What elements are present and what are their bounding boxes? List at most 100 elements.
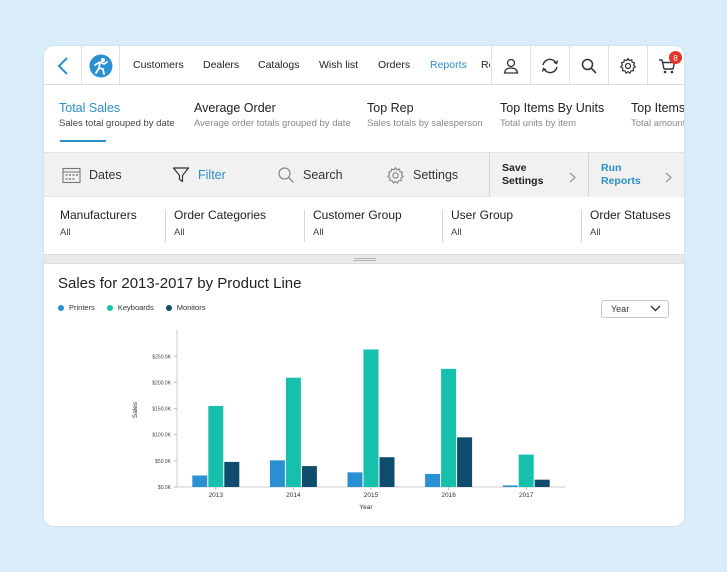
filter-title: Order Statuses xyxy=(590,208,671,222)
report-tab-subtitle: Total units by item xyxy=(500,118,577,129)
filter-title: Customer Group xyxy=(313,208,402,222)
filter-value: All xyxy=(60,227,71,238)
bar-monitors-2017 xyxy=(534,479,550,487)
settings-label: Settings xyxy=(413,168,459,182)
cart-button[interactable]: 8 xyxy=(647,46,684,85)
legend-item-keyboards[interactable]: Keyboards xyxy=(106,303,154,312)
legend-label: Keyboards xyxy=(117,303,154,312)
filter-order-statuses[interactable]: Order Statuses All xyxy=(581,208,671,242)
nav-link-customers[interactable]: Customers xyxy=(133,59,184,71)
report-tab-total-sales[interactable]: Total Sales Sales total grouped by date xyxy=(59,101,175,129)
report-tab-top-items-by-units[interactable]: Top Items By Units Total units by item xyxy=(500,101,604,129)
nav-links: Customers Dealers Catalogs Wish list Ord… xyxy=(120,46,490,85)
report-tab-subtitle: Total amount xyxy=(631,118,684,129)
y-tick-label: $200.0K xyxy=(152,380,171,386)
app-window: Customers Dealers Catalogs Wish list Ord… xyxy=(44,46,684,526)
legend-swatch xyxy=(58,304,64,311)
report-tab-title: Top Rep xyxy=(367,101,414,115)
filter-customer-group[interactable]: Customer Group All xyxy=(304,208,402,242)
back-chevron-icon xyxy=(57,56,68,75)
x-tick-label: 2015 xyxy=(364,492,379,499)
nav-link-orders[interactable]: Orders xyxy=(378,59,411,71)
report-toolbar: Dates Filter Search Settings Save Settin… xyxy=(44,152,684,197)
app-logo[interactable] xyxy=(82,46,120,85)
save-settings-label: Save Settings xyxy=(502,162,544,187)
account-button[interactable] xyxy=(491,46,530,85)
legend-item-printers[interactable]: Printers xyxy=(58,303,95,312)
filter-label: Filter xyxy=(198,168,226,182)
legend-swatch xyxy=(165,304,172,311)
report-tab-title: Average Order xyxy=(194,101,276,115)
y-tick-label: $150.0K xyxy=(152,407,171,413)
x-tick-label: 2013 xyxy=(209,492,224,499)
filter-value: All xyxy=(590,227,601,238)
nav-link-wish-list[interactable]: Wish list xyxy=(319,59,359,71)
sync-icon xyxy=(541,58,559,73)
legend-item-monitors[interactable]: Monitors xyxy=(165,303,206,312)
filter-value: All xyxy=(313,227,324,238)
filter-tool[interactable]: Filter xyxy=(172,153,226,197)
bar-keyboards-2014 xyxy=(285,377,301,487)
x-axis-label: Year xyxy=(359,504,373,511)
x-tick-label: 2017 xyxy=(519,492,534,499)
period-select[interactable]: Year xyxy=(601,300,669,318)
chevron-right-icon xyxy=(569,172,576,183)
bar-monitors-2016 xyxy=(457,437,473,487)
report-tab-average-order[interactable]: Average Order Average order totals group… xyxy=(194,101,351,129)
back-button[interactable] xyxy=(44,46,82,85)
gear-icon xyxy=(620,57,636,74)
chart-title: Sales for 2013-2017 by Product Line xyxy=(58,275,302,292)
active-tab-indicator xyxy=(60,140,106,142)
report-tabs: Total Sales Sales total grouped by date … xyxy=(44,86,684,152)
nav-icons: 8 xyxy=(491,46,684,85)
divider xyxy=(442,210,443,242)
nav-link-reports[interactable]: Reports xyxy=(430,59,467,71)
filter-title: User Group xyxy=(451,208,514,222)
filter-manufacturers[interactable]: Manufacturers All xyxy=(60,208,137,242)
settings-button[interactable] xyxy=(608,46,647,85)
bar-keyboards-2017 xyxy=(518,454,534,487)
bar-monitors-2014 xyxy=(301,466,317,487)
nav-link-truncated[interactable]: Re xyxy=(481,59,490,71)
logo-icon xyxy=(89,54,112,77)
dates-tool[interactable]: Dates xyxy=(62,153,122,197)
bar-keyboards-2013 xyxy=(208,405,224,487)
run-reports-label: Run Reports xyxy=(601,162,641,187)
report-tab-top-items[interactable]: Top Items Total amount xyxy=(631,101,684,129)
filter-icon xyxy=(172,167,190,183)
bar-printers-2017 xyxy=(502,485,518,487)
sync-button[interactable] xyxy=(530,46,569,85)
report-tab-subtitle: Sales total grouped by date xyxy=(59,118,175,129)
search-tool[interactable]: Search xyxy=(277,153,343,197)
cart-badge: 8 xyxy=(669,51,682,64)
bar-printers-2014 xyxy=(269,460,285,487)
bar-keyboards-2015 xyxy=(363,349,379,487)
dates-label: Dates xyxy=(89,168,122,182)
chevron-right-icon xyxy=(665,172,672,183)
search-button[interactable] xyxy=(569,46,608,85)
run-reports-button[interactable]: Run Reports xyxy=(588,153,684,197)
filter-user-group[interactable]: User Group All xyxy=(442,208,513,242)
chart-legend: Printers Keyboards Monitors xyxy=(58,303,205,312)
bar-printers-2015 xyxy=(347,472,363,487)
y-tick-label: $100.0K xyxy=(152,433,171,439)
settings-tool[interactable]: Settings xyxy=(386,153,458,197)
bar-printers-2016 xyxy=(425,473,441,487)
filter-title: Order Categories xyxy=(174,208,267,222)
save-settings-button[interactable]: Save Settings xyxy=(489,153,588,197)
filter-order-categories[interactable]: Order Categories All xyxy=(165,208,266,242)
y-tick-label: $250.0K xyxy=(152,354,171,360)
search-icon xyxy=(278,167,294,183)
nav-link-catalogs[interactable]: Catalogs xyxy=(258,59,300,71)
top-nav: Customers Dealers Catalogs Wish list Ord… xyxy=(44,46,684,85)
bar-keyboards-2016 xyxy=(441,368,457,487)
report-tab-top-rep[interactable]: Top Rep Sales totals by salesperson xyxy=(367,101,483,129)
sales-bar-chart: $0.0K $50.0K $100.0K $150.0K $200.0K $250.0K S… xyxy=(132,330,565,511)
report-tab-subtitle: Average order totals grouped by date xyxy=(194,118,351,129)
chevron-down-icon xyxy=(650,305,661,312)
legend-label: Monitors xyxy=(176,303,206,312)
y-tick-label: $50.0K xyxy=(155,459,172,465)
panel-splitter[interactable] xyxy=(44,254,684,264)
filter-value: All xyxy=(451,227,462,238)
nav-link-dealers[interactable]: Dealers xyxy=(203,59,240,71)
